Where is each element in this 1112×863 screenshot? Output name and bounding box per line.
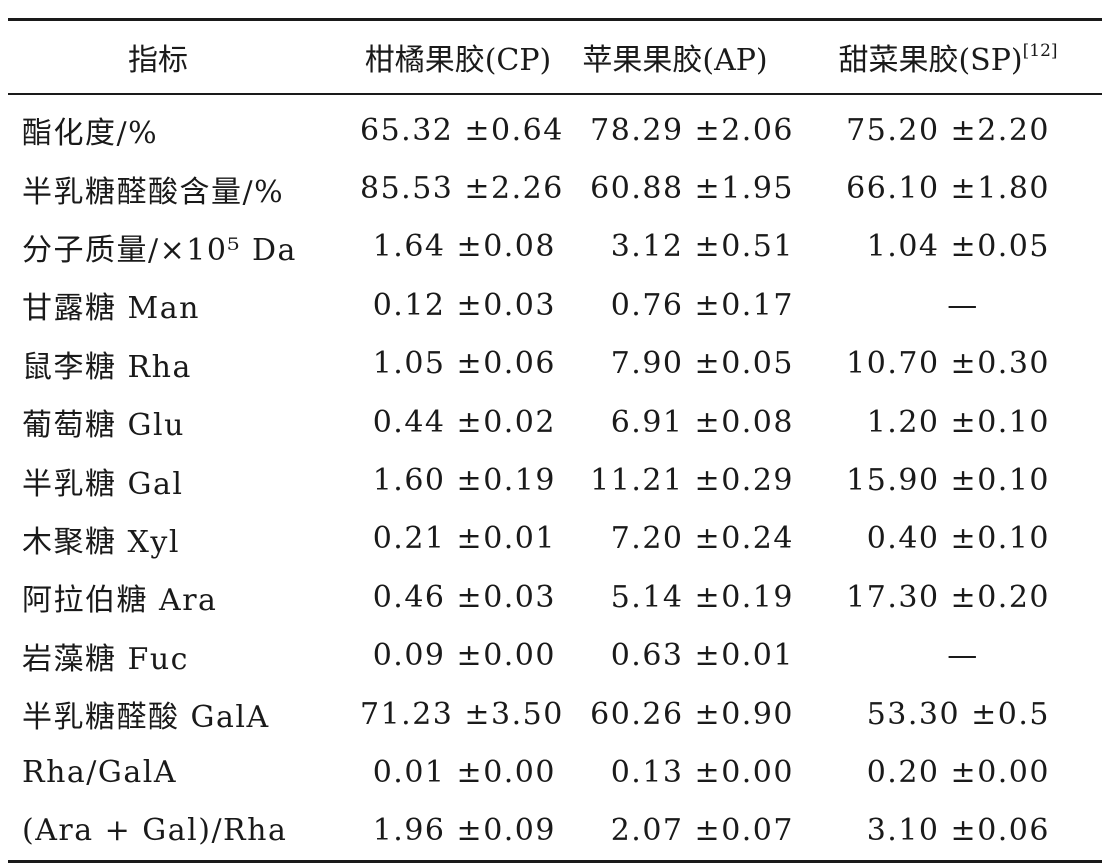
sp-value-cell: 66.10 ±1.80 [846, 171, 1050, 207]
table-row: 鼠李糖 Rha 1.05 ±0.06 7.90 ±0.05 10.70 ±0.30 [8, 335, 1102, 393]
row-label: 甘露糖 Man [22, 291, 200, 327]
table-row: 甘露糖 Man 0.12 ±0.03 0.76 ±0.17 — [8, 276, 1102, 334]
sp-value-cell: 15.90 ±0.10 [846, 463, 1050, 499]
cp-value-cell: 1.64 ±0.08 [372, 229, 556, 265]
header-apple-pectin: 苹果果胶(AP) [582, 43, 768, 78]
row-label: 酯化度/% [22, 116, 159, 152]
cp-value-cell: 0.12 ±0.03 [372, 287, 556, 323]
header-beet-pectin: 甜菜果胶(SP)[12] [794, 20, 1102, 95]
ap-value-cell: 0.13 ±0.00 [610, 754, 794, 790]
table-row: 半乳糖 Gal 1.60 ±0.19 11.21 ±0.29 15.90 ±0.10 [8, 451, 1102, 509]
sp-value-cell: 0.20 ±0.00 [866, 754, 1050, 790]
sp-value-cell: 10.70 ±0.30 [846, 346, 1050, 382]
row-label: 半乳糖 Gal [22, 466, 184, 502]
row-label: Rha/GalA [22, 754, 178, 790]
table-row: 阿拉伯糖 Ara 0.46 ±0.03 5.14 ±0.19 17.30 ±0.20 [8, 568, 1102, 626]
sp-value-cell: 1.04 ±0.05 [866, 229, 1050, 265]
ap-value-cell: 3.12 ±0.51 [610, 229, 794, 265]
table-row: Rha/GalA 0.01 ±0.00 0.13 ±0.00 0.20 ±0.00 [8, 743, 1102, 801]
header-citrus-pectin: 柑橘果胶(CP) [364, 43, 552, 78]
sp-value-cell: 75.20 ±2.20 [846, 112, 1050, 148]
cp-value-cell: 65.32 ±0.64 [360, 112, 564, 148]
row-label: 木聚糖 Xyl [22, 524, 180, 560]
sp-value-cell: 3.10 ±0.06 [866, 813, 1050, 849]
ap-value-cell: 0.76 ±0.17 [610, 287, 794, 323]
cp-value-cell: 71.23 ±3.50 [360, 696, 564, 732]
ap-value-cell: 0.63 ±0.01 [610, 638, 794, 674]
cp-value-cell: 0.46 ±0.03 [372, 579, 556, 615]
row-label: 阿拉伯糖 Ara [22, 583, 218, 619]
table-row: 半乳糖醛酸含量/% 85.53 ±2.26 60.88 ±1.95 66.10 ±1.… [8, 159, 1102, 217]
sp-value-cell: 1.20 ±0.10 [866, 404, 1050, 440]
pectin-comparison-table: 指标 柑橘果胶(CP) 苹果果胶(AP) 甜菜果胶(SP)[12] 酯化度/% 6… [8, 18, 1102, 863]
sp-value-cell: 53.30 ±0.5 [866, 696, 1050, 732]
ap-value-cell: 11.21 ±0.29 [590, 463, 794, 499]
ap-value-cell: 78.29 ±2.06 [590, 112, 794, 148]
row-label: 半乳糖醛酸 GalA [22, 700, 270, 736]
table-row: 木聚糖 Xyl 0.21 ±0.01 7.20 ±0.24 0.40 ±0.10 [8, 510, 1102, 568]
table-row: 岩藻糖 Fuc 0.09 ±0.00 0.63 ±0.01 — [8, 627, 1102, 685]
table-body: 酯化度/% 65.32 ±0.64 78.29 ±2.06 75.20 ±2.20 半乳… [8, 94, 1102, 862]
row-label: 岩藻糖 Fuc [22, 641, 189, 677]
sp-value-cell: — [947, 287, 979, 323]
table-row: 分子质量/×10⁵ Da 1.64 ±0.08 3.12 ±0.51 1.04 ±0.… [8, 218, 1102, 276]
row-label: 分子质量/×10⁵ Da [22, 232, 297, 268]
cp-value-cell: 0.21 ±0.01 [372, 521, 556, 557]
row-label: 葡萄糖 Glu [22, 408, 185, 444]
sp-value-cell: 0.40 ±0.10 [866, 521, 1050, 557]
table-row: 葡萄糖 Glu 0.44 ±0.02 6.91 ±0.08 1.20 ±0.10 [8, 393, 1102, 451]
sp-value-cell: — [947, 638, 979, 674]
table-row: 半乳糖醛酸 GalA 71.23 ±3.50 60.26 ±0.90 53.30 ±0… [8, 685, 1102, 743]
ap-value-cell: 60.88 ±1.95 [590, 171, 794, 207]
row-label: 鼠李糖 Rha [22, 349, 192, 385]
cp-value-cell: 85.53 ±2.26 [360, 171, 564, 207]
ap-value-cell: 5.14 ±0.19 [610, 579, 794, 615]
data-table-container: 指标 柑橘果胶(CP) 苹果果胶(AP) 甜菜果胶(SP)[12] 酯化度/% 6… [8, 18, 1102, 863]
cp-value-cell: 0.44 ±0.02 [372, 404, 556, 440]
cp-value-cell: 0.09 ±0.00 [372, 638, 556, 674]
cp-value-cell: 1.05 ±0.06 [372, 346, 556, 382]
table-header-row: 指标 柑橘果胶(CP) 苹果果胶(AP) 甜菜果胶(SP)[12] [8, 19, 1102, 95]
row-label: (Ara + Gal)/Rha [22, 813, 288, 849]
cp-value-cell: 1.60 ±0.19 [372, 463, 556, 499]
header-indicator: 指标 [128, 43, 188, 78]
table-row: 酯化度/% 65.32 ±0.64 78.29 ±2.06 75.20 ±2.20 [8, 94, 1102, 159]
header-beet-pectin-label: 甜菜果胶(SP) [838, 43, 1023, 78]
ap-value-cell: 60.26 ±0.90 [590, 696, 794, 732]
row-label: 半乳糖醛酸含量/% [22, 174, 285, 210]
table-row: (Ara + Gal)/Rha 1.96 ±0.09 2.07 ±0.07 3.10 … [8, 802, 1102, 862]
cp-value-cell: 0.01 ±0.00 [372, 754, 556, 790]
ap-value-cell: 7.90 ±0.05 [610, 346, 794, 382]
cp-value-cell: 1.96 ±0.09 [372, 813, 556, 849]
ap-value-cell: 2.07 ±0.07 [610, 813, 794, 849]
ap-value-cell: 7.20 ±0.24 [610, 521, 794, 557]
sp-value-cell: 17.30 ±0.20 [846, 579, 1050, 615]
header-reference: [12] [1022, 41, 1058, 61]
ap-value-cell: 6.91 ±0.08 [610, 404, 794, 440]
